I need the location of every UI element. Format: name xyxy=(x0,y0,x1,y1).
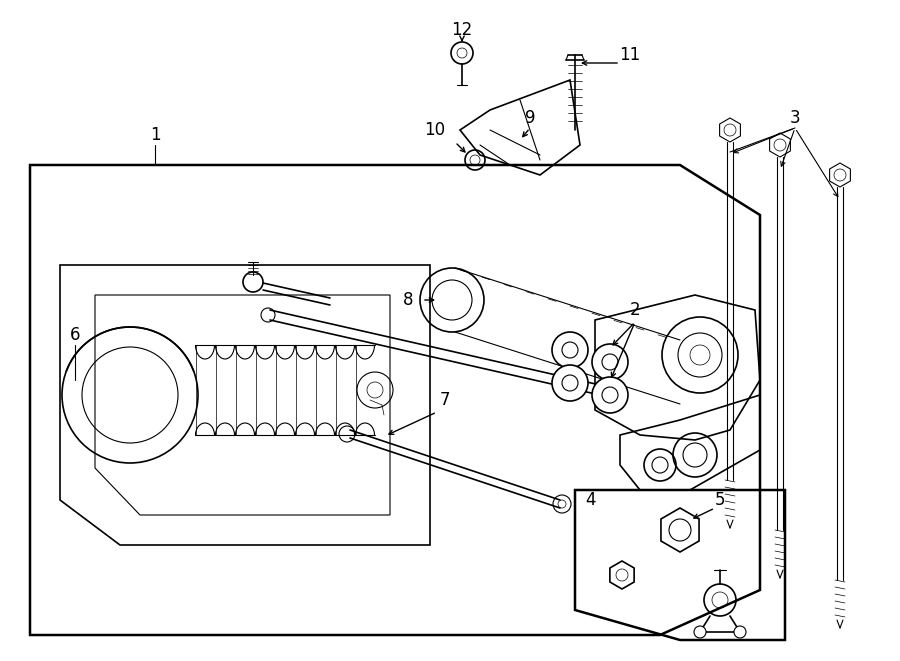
Text: 10: 10 xyxy=(425,121,446,139)
Circle shape xyxy=(592,377,628,413)
Circle shape xyxy=(734,626,746,638)
Text: 1: 1 xyxy=(149,126,160,144)
Text: 5: 5 xyxy=(715,491,725,509)
Text: 9: 9 xyxy=(525,109,535,127)
Text: 7: 7 xyxy=(440,391,450,409)
Text: 6: 6 xyxy=(70,326,80,344)
Text: 12: 12 xyxy=(452,21,472,39)
Text: 4: 4 xyxy=(585,491,595,509)
Text: 2: 2 xyxy=(630,301,640,319)
Circle shape xyxy=(552,365,588,401)
Text: 11: 11 xyxy=(619,46,641,64)
Circle shape xyxy=(694,626,706,638)
Text: 3: 3 xyxy=(789,109,800,127)
Text: 8: 8 xyxy=(403,291,413,309)
Circle shape xyxy=(592,344,628,380)
Circle shape xyxy=(552,332,588,368)
